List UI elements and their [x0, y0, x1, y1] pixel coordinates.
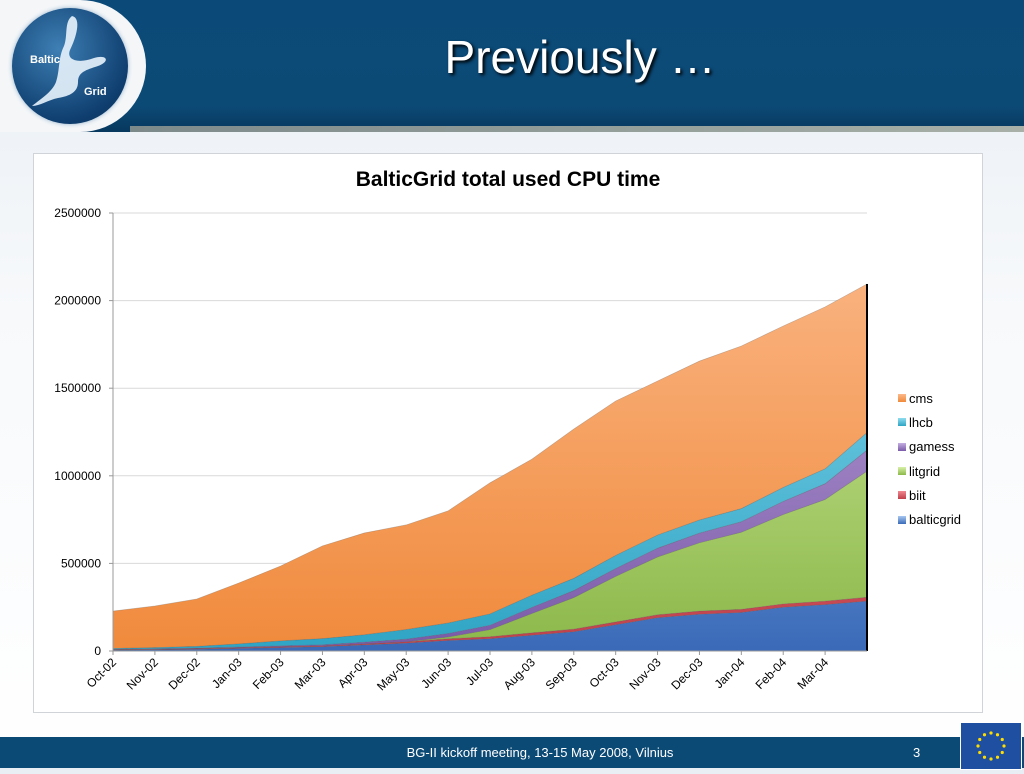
x-tick-label: Nov-02: [124, 655, 161, 692]
page-number: 3: [913, 745, 921, 760]
legend-swatch: [898, 491, 906, 500]
header-band: Baltic Grid Previously …: [0, 0, 1024, 132]
x-tick-label: Sep-03: [543, 655, 580, 692]
footer-band: BG-II kickoff meeting, 13-15 May 2008, V…: [0, 737, 1024, 768]
legend-label: cms: [909, 390, 933, 406]
legend-swatch: [898, 394, 906, 403]
balticgrid-logo: Baltic Grid: [12, 8, 128, 124]
legend-item-gamess: gamess: [898, 435, 961, 459]
x-tick-label: Aug-03: [501, 655, 538, 692]
legend-label: litgrid: [909, 463, 941, 479]
legend-swatch: [898, 467, 906, 476]
x-tick-label: Jun-03: [418, 655, 454, 691]
y-tick-label: 2000000: [54, 294, 101, 308]
logo-text-grid: Grid: [84, 86, 107, 98]
legend-item-lhcb: lhcb: [898, 410, 961, 434]
y-tick-label: 1500000: [54, 381, 101, 395]
legend-swatch: [898, 442, 906, 451]
x-tick-label: Feb-03: [250, 655, 287, 692]
stacked-area-chart: 0 500000 1000000 1500000 2000000 2500000 Oct-0…: [54, 206, 868, 693]
x-tick-label: Dec-02: [166, 655, 203, 692]
legend-swatch: [898, 418, 906, 427]
x-tick-label: Feb-04: [753, 655, 790, 692]
y-tick-label: 500000: [61, 556, 101, 570]
baltic-sea-shape-icon: [32, 16, 106, 106]
x-tick-label: Mar-04: [794, 655, 831, 692]
chart-container: 0 500000 1000000 1500000 2000000 2500000 Oct-0…: [33, 153, 983, 713]
x-tick-label: Jul-03: [463, 655, 496, 688]
x-tick-label: Oct-02: [84, 655, 120, 691]
chart-legend: cms lhcb gamess litgrid biit balticgrid: [898, 386, 961, 532]
x-tick-label: Mar-03: [292, 655, 329, 692]
chart-title: BalticGrid total used CPU time: [355, 168, 661, 191]
x-tick-label: May-03: [374, 655, 412, 693]
legend-swatch: [898, 515, 906, 524]
logo-text-baltic: Baltic: [30, 54, 60, 66]
x-tick-label: Jan-04: [712, 655, 748, 691]
x-tick-label: Nov-03: [626, 655, 663, 692]
legend-item-biit: biit: [898, 483, 961, 507]
y-tick-label: 2500000: [54, 206, 101, 220]
legend-item-balticgrid: balticgrid: [898, 507, 961, 531]
legend-label: biit: [909, 487, 926, 503]
legend-label: lhcb: [909, 414, 933, 430]
legend-item-cms: cms: [898, 386, 961, 410]
slide-title: Previously …: [444, 31, 716, 83]
legend-label: gamess: [909, 439, 955, 455]
header-shade: [130, 126, 1024, 132]
x-tick-label: Jan-03: [209, 655, 245, 691]
x-tick-label: Apr-03: [335, 655, 371, 691]
footer-text: BG-II kickoff meeting, 13-15 May 2008, V…: [406, 745, 674, 760]
y-tick-label: 1000000: [54, 469, 101, 483]
x-tick-label: Dec-03: [668, 655, 705, 692]
y-tick-label: 0: [94, 644, 101, 658]
eu-flag-icon: [960, 722, 1022, 770]
legend-label: balticgrid: [909, 512, 962, 528]
legend-item-litgrid: litgrid: [898, 459, 961, 483]
x-tick-label: Oct-03: [586, 655, 622, 691]
